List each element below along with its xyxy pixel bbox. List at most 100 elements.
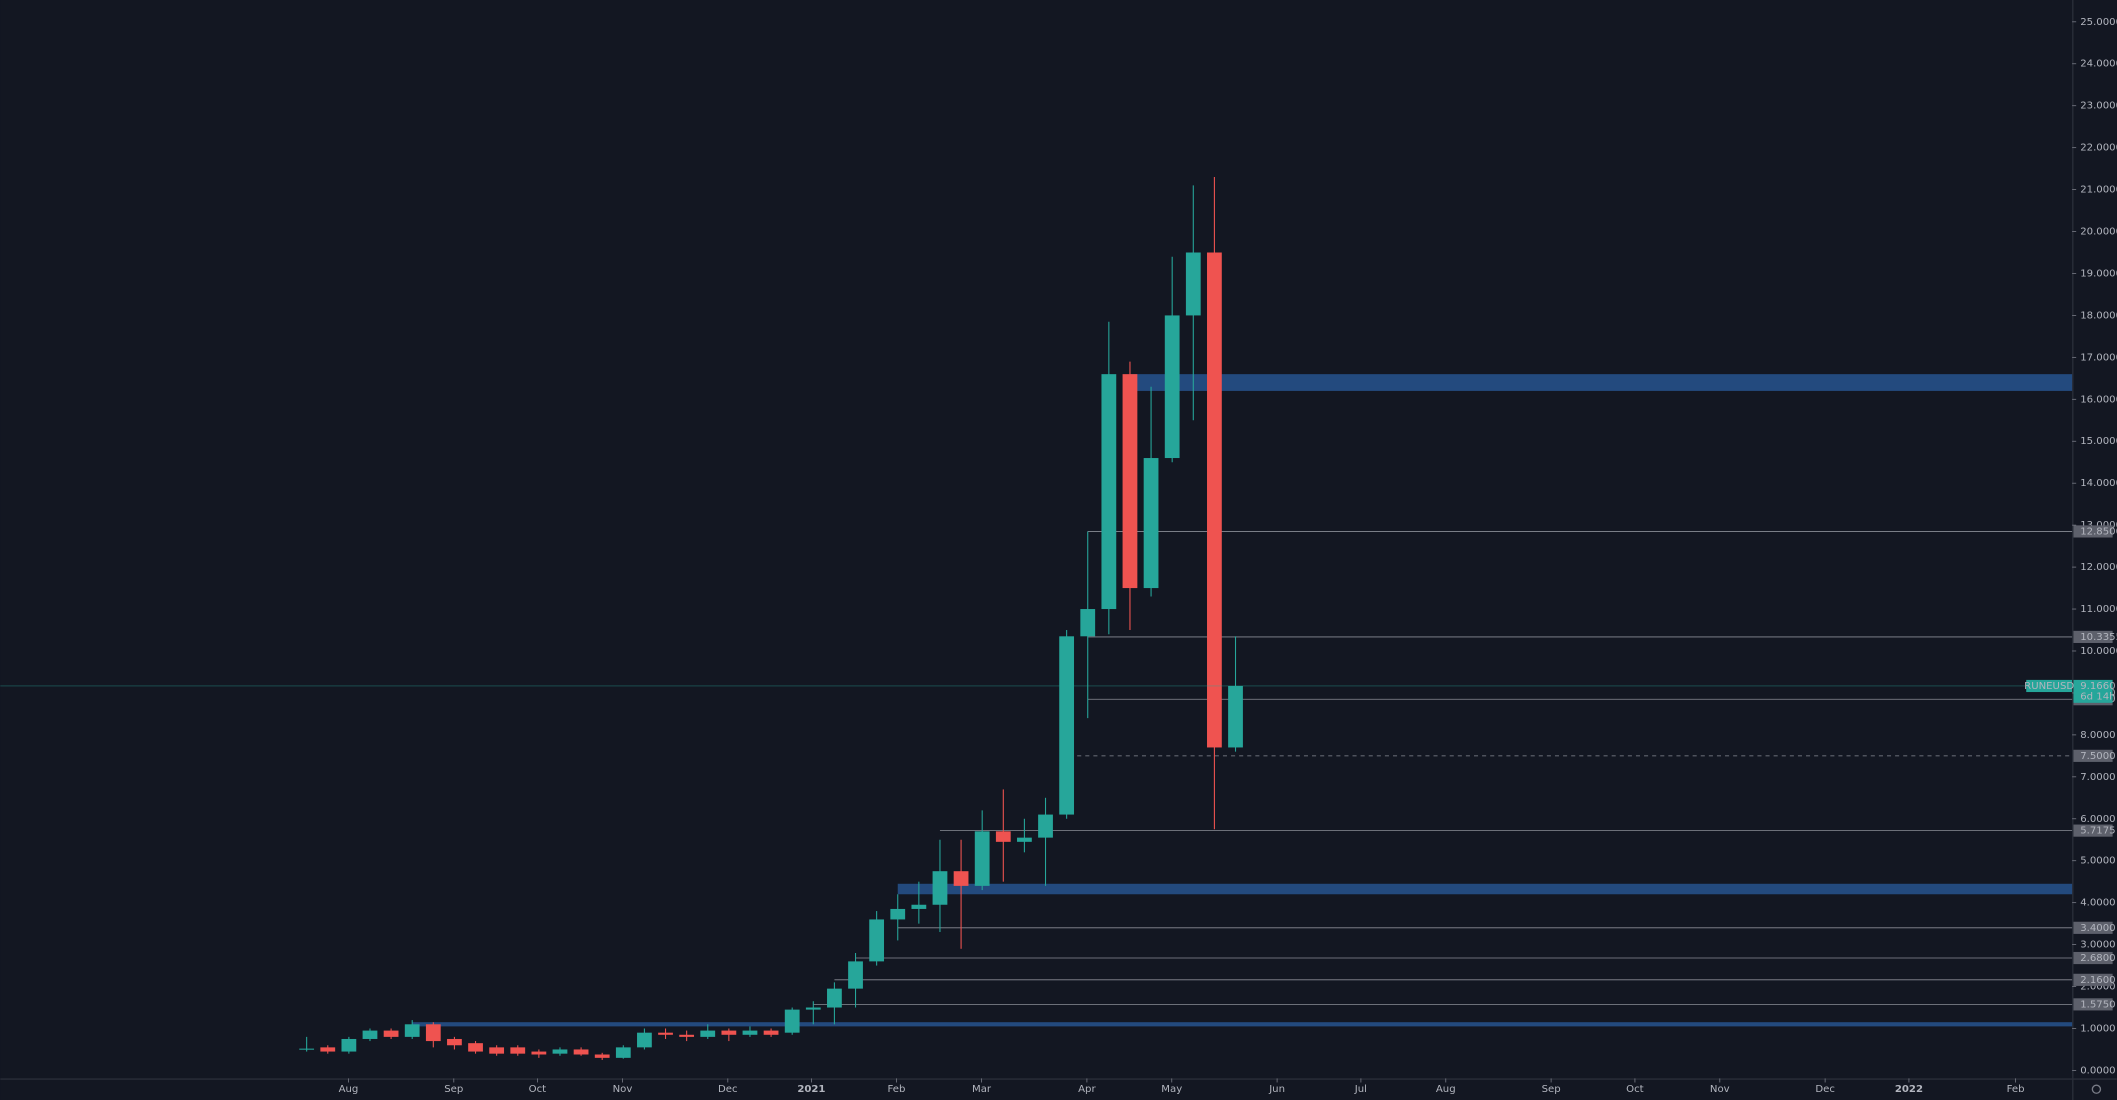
candle-body [1143,458,1159,589]
x-tick-label: Oct [1626,1084,1644,1095]
candle-body [594,1054,610,1058]
level-label-bg [2073,630,2113,643]
level-label: 7.5000 [2080,751,2115,762]
candle-body [721,1030,737,1035]
level-label-bg [2073,951,2113,965]
x-tick-label: Oct [529,1084,547,1095]
candle-body [320,1047,336,1052]
y-tick-label: 8.0000 [2080,730,2115,741]
level-label: 2.6800 [2080,953,2115,964]
candle-body [848,961,863,989]
x-tick-label: 2021 [797,1084,825,1095]
x-tick-label: Feb [2007,1084,2025,1095]
level-label: 1.5750 [2080,999,2115,1010]
x-tick-label: Feb [888,1084,906,1095]
candle-body [1185,252,1201,316]
candle-body [1059,636,1075,815]
candle-body [784,1009,800,1033]
level-label-bg [2073,749,2113,762]
support-zone [412,1022,2073,1027]
y-tick-label: 6.0000 [2080,814,2115,825]
x-tick-label: 2022 [1895,1084,1923,1095]
x-tick-label: Aug [339,1084,359,1095]
level-label: 5.7175 [2080,826,2115,837]
x-tick-label: Dec [1815,1084,1835,1095]
price-label-bg [2073,679,2113,703]
y-tick-label: 10.0000 [2080,646,2117,657]
candle-body [1080,609,1096,637]
y-tick-label: 3.0000 [2080,940,2115,951]
candle-body [1207,252,1222,748]
x-tick-label: Aug [1436,1084,1456,1095]
candle-body [510,1047,526,1054]
y-tick-label: 17.0000 [2080,352,2117,363]
y-tick-label: 1.0000 [2080,1023,2115,1034]
y-tick-label: 22.0000 [2080,143,2117,154]
candle-body [447,1038,462,1046]
y-tick-label: 20.0000 [2080,227,2117,238]
y-tick-label: 15.0000 [2080,436,2117,447]
symbol-label-bg [2026,679,2073,693]
y-tick-label: 4.0000 [2080,898,2115,909]
x-tick-label: Nov [1710,1084,1730,1095]
y-tick-label: 19.0000 [2080,268,2117,279]
candle-body [299,1048,315,1050]
level-label-bg [2073,921,2113,934]
candle-body [827,988,842,1008]
candle-body [341,1038,357,1052]
candle-body [1228,685,1243,748]
y-tick-label: 7.0000 [2080,772,2115,783]
candle-body [932,871,948,905]
symbol-label: RUNEUSD [2024,681,2074,692]
y-tick-label: 25.0000 [2080,17,2117,28]
candle-body [573,1049,589,1055]
y-tick-label: 5.0000 [2080,856,2115,867]
level-label: 2.1600 [2080,975,2115,986]
y-tick-label: 12.0000 [2080,562,2117,573]
y-tick-label: 2.0000 [2080,982,2115,993]
x-tick-label: May [1161,1084,1182,1095]
candle-body [489,1047,505,1054]
candle-body [742,1030,758,1035]
candle-body [890,908,906,920]
candle-body [953,871,969,886]
x-tick-label: Mar [972,1084,992,1095]
y-tick-label: 24.0000 [2080,59,2117,70]
candle-body [1038,814,1053,838]
level-label-bg [2073,824,2113,837]
candle-body [869,919,885,962]
candle-body [552,1049,568,1054]
y-tick-label: 16.0000 [2080,394,2117,405]
candle-body [468,1043,483,1052]
x-tick-label: Dec [718,1084,738,1095]
candle-body [700,1030,716,1037]
y-tick-label: 11.0000 [2080,604,2117,615]
candle-body [362,1030,378,1039]
countdown-label: 6d 14h [2080,692,2115,703]
candle-body [805,1007,821,1010]
candle-body [1122,374,1138,589]
candle-body [763,1030,779,1035]
candle-body [995,831,1011,842]
candle-body [425,1024,441,1042]
support-zone [897,883,2073,895]
x-tick-label: Apr [1078,1084,1096,1095]
candle-body [974,831,990,886]
level-label-bg [2073,998,2113,1011]
candle-body [1101,374,1117,610]
level-label-bg [2073,525,2113,538]
candle-body [911,904,927,909]
y-tick-label: 14.0000 [2080,478,2117,489]
y-tick-label: 0.0000 [2080,1065,2115,1076]
y-tick-label: 21.0000 [2080,185,2117,196]
support-zone [1129,374,2073,391]
x-tick-label: Nov [613,1084,633,1095]
x-tick-label: Jun [1268,1084,1285,1095]
settings-button[interactable] [2091,1084,2102,1094]
candle-body [679,1034,695,1037]
candle-body [1017,837,1032,842]
level-label: 3.4000 [2080,923,2115,934]
